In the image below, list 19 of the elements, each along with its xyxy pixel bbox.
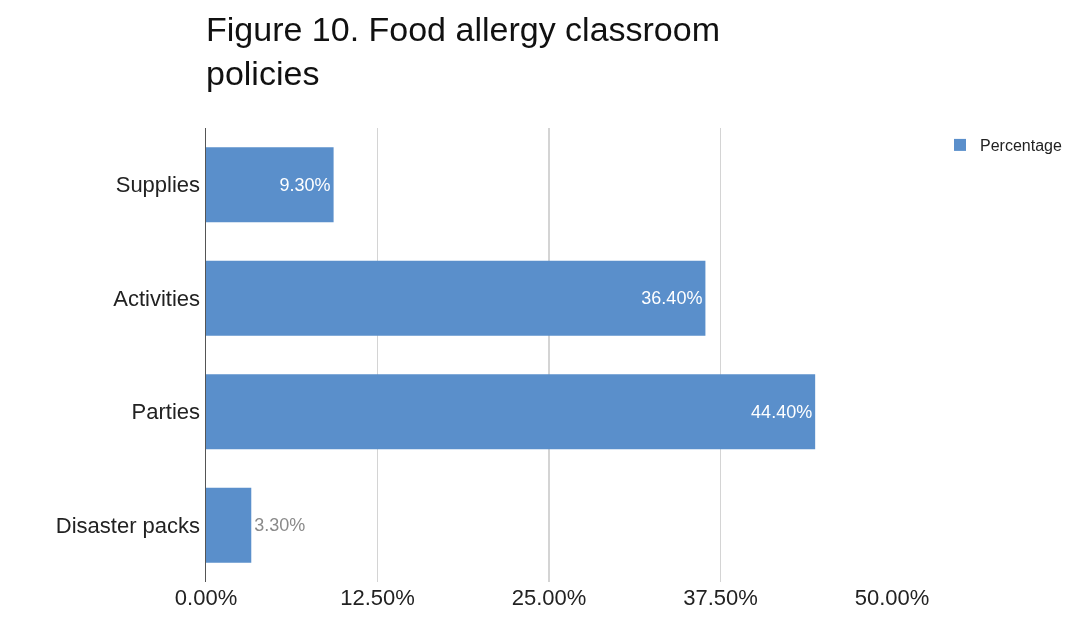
x-tick-label: 0.00% — [174, 585, 238, 610]
y-tick-label: Activities — [113, 285, 201, 311]
bar — [206, 374, 816, 450]
x-tick-label: 37.50% — [683, 585, 758, 610]
bar — [206, 487, 252, 563]
x-tick-label: 50.00% — [854, 585, 930, 610]
data-label: 44.40% — [751, 401, 813, 422]
x-tick-label: 12.50% — [340, 585, 415, 610]
y-tick-label: Disaster packs — [55, 512, 201, 538]
data-label: 9.30% — [279, 174, 331, 195]
y-tick-label: Parties — [131, 399, 201, 425]
y-tick-label: Supplies — [115, 172, 201, 198]
data-label: 3.30% — [254, 515, 306, 536]
legend-label: Percentage — [980, 137, 1062, 155]
bar — [206, 147, 334, 223]
chart-title: Figure 10. Food allergy classroom policies — [206, 9, 721, 93]
data-label: 36.40% — [641, 288, 703, 309]
bar — [206, 260, 706, 336]
x-tick-label: 25.00% — [511, 585, 587, 610]
